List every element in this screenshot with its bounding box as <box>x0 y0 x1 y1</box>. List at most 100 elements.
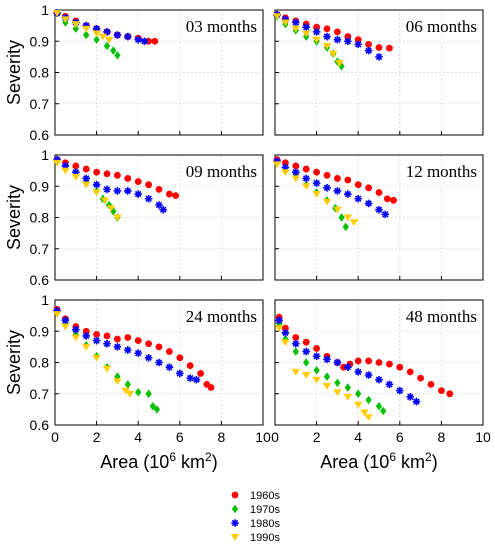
data-point <box>192 375 201 384</box>
data-point <box>365 357 372 365</box>
data-point <box>344 176 352 184</box>
data-point <box>375 359 383 366</box>
data-point <box>375 205 383 214</box>
legend: 1960s 1970s 1980s 1990s <box>230 490 280 544</box>
data-point <box>360 409 369 417</box>
data-point <box>82 174 90 183</box>
data-point <box>82 332 90 340</box>
data-point <box>145 340 153 348</box>
data-point <box>406 393 414 401</box>
y-tick-label: 0.6 <box>30 417 50 433</box>
data-point <box>281 339 290 346</box>
data-point <box>114 171 121 179</box>
panel-title: 09 months <box>186 162 257 181</box>
legend-marker <box>230 534 240 541</box>
series-1960s <box>53 305 215 391</box>
data-point <box>153 405 161 414</box>
data-point <box>354 36 362 44</box>
panel-2: 06 months <box>272 9 484 136</box>
legend-item: 1970s <box>231 504 280 516</box>
data-point <box>103 185 111 194</box>
x-tick-label: 4 <box>354 429 362 445</box>
y-tick-label: 0.9 <box>30 33 50 49</box>
panels: 0.6 0.7 0.8 0.9 1 03 months 06 months 0.6 0.7 0.8… <box>30 2 491 445</box>
data-point <box>104 36 114 44</box>
data-point <box>71 173 80 181</box>
data-point <box>145 181 153 189</box>
data-point <box>396 363 404 371</box>
data-point <box>302 372 311 379</box>
legend-label: 1990s <box>250 532 280 544</box>
data-point <box>113 31 122 39</box>
data-point <box>92 189 101 197</box>
data-point <box>354 40 362 49</box>
data-point <box>92 336 101 345</box>
series-1980s <box>53 9 149 46</box>
series-1990s <box>52 159 122 222</box>
data-point <box>386 360 393 368</box>
data-point <box>72 168 80 176</box>
data-point <box>338 62 345 71</box>
data-point <box>61 167 70 175</box>
data-point <box>135 387 142 397</box>
series-1980s <box>275 316 421 406</box>
x-axis-labels: Area (106 km2) Area (106 km2) <box>100 450 437 472</box>
data-point <box>281 329 290 337</box>
data-point <box>272 161 282 169</box>
series-1960s <box>273 156 397 204</box>
data-point <box>383 195 391 203</box>
x-tick-label: 8 <box>438 429 446 445</box>
panel-3: 0.6 0.7 0.8 0.9 1 09 months <box>30 147 264 288</box>
data-point <box>149 402 156 411</box>
data-point <box>176 369 184 378</box>
data-point <box>355 389 362 398</box>
data-point <box>323 184 331 192</box>
panel-6: 0 2 4 6 8 10 48 months <box>271 299 491 445</box>
data-point <box>110 207 117 216</box>
data-point <box>302 183 311 191</box>
legend-item: 1990s <box>230 532 280 544</box>
data-point <box>72 325 80 334</box>
series-1990s <box>272 13 344 67</box>
panel-title: 24 months <box>186 307 257 326</box>
data-point <box>292 347 299 356</box>
data-point <box>396 386 404 395</box>
x-tick-label: 2 <box>93 429 101 445</box>
data-point <box>166 348 173 355</box>
data-point <box>114 335 121 343</box>
y-axis-labels: Severity Severity Severity <box>4 40 24 395</box>
data-point <box>312 36 321 44</box>
data-point <box>124 175 132 182</box>
series-1990s <box>52 311 135 398</box>
data-point <box>313 366 320 375</box>
data-point <box>61 323 70 331</box>
data-point <box>412 397 421 406</box>
data-point <box>274 325 284 332</box>
data-point <box>151 37 159 45</box>
data-point <box>354 357 362 365</box>
x-tick-label: 6 <box>396 429 404 445</box>
data-point <box>176 354 184 362</box>
data-point <box>333 358 342 367</box>
x-tick-label: 2 <box>313 429 321 445</box>
data-point <box>61 16 70 24</box>
y-tick-label: 0.6 <box>30 272 50 288</box>
data-point <box>72 24 79 33</box>
y-tick-label: 0.6 <box>30 127 50 143</box>
data-point <box>140 37 149 46</box>
data-point <box>365 40 372 48</box>
x-axis-label: Area (106 km2) <box>320 450 437 472</box>
data-point <box>446 390 454 398</box>
data-point <box>302 30 311 38</box>
data-point <box>155 343 163 351</box>
data-point <box>124 380 131 389</box>
data-point <box>144 354 153 362</box>
data-point <box>93 330 100 338</box>
data-point <box>365 184 372 192</box>
data-point <box>323 171 331 179</box>
data-point <box>275 316 283 325</box>
data-point <box>354 194 362 203</box>
data-point <box>113 378 122 386</box>
series-1990s <box>52 10 114 44</box>
data-point <box>406 368 414 376</box>
